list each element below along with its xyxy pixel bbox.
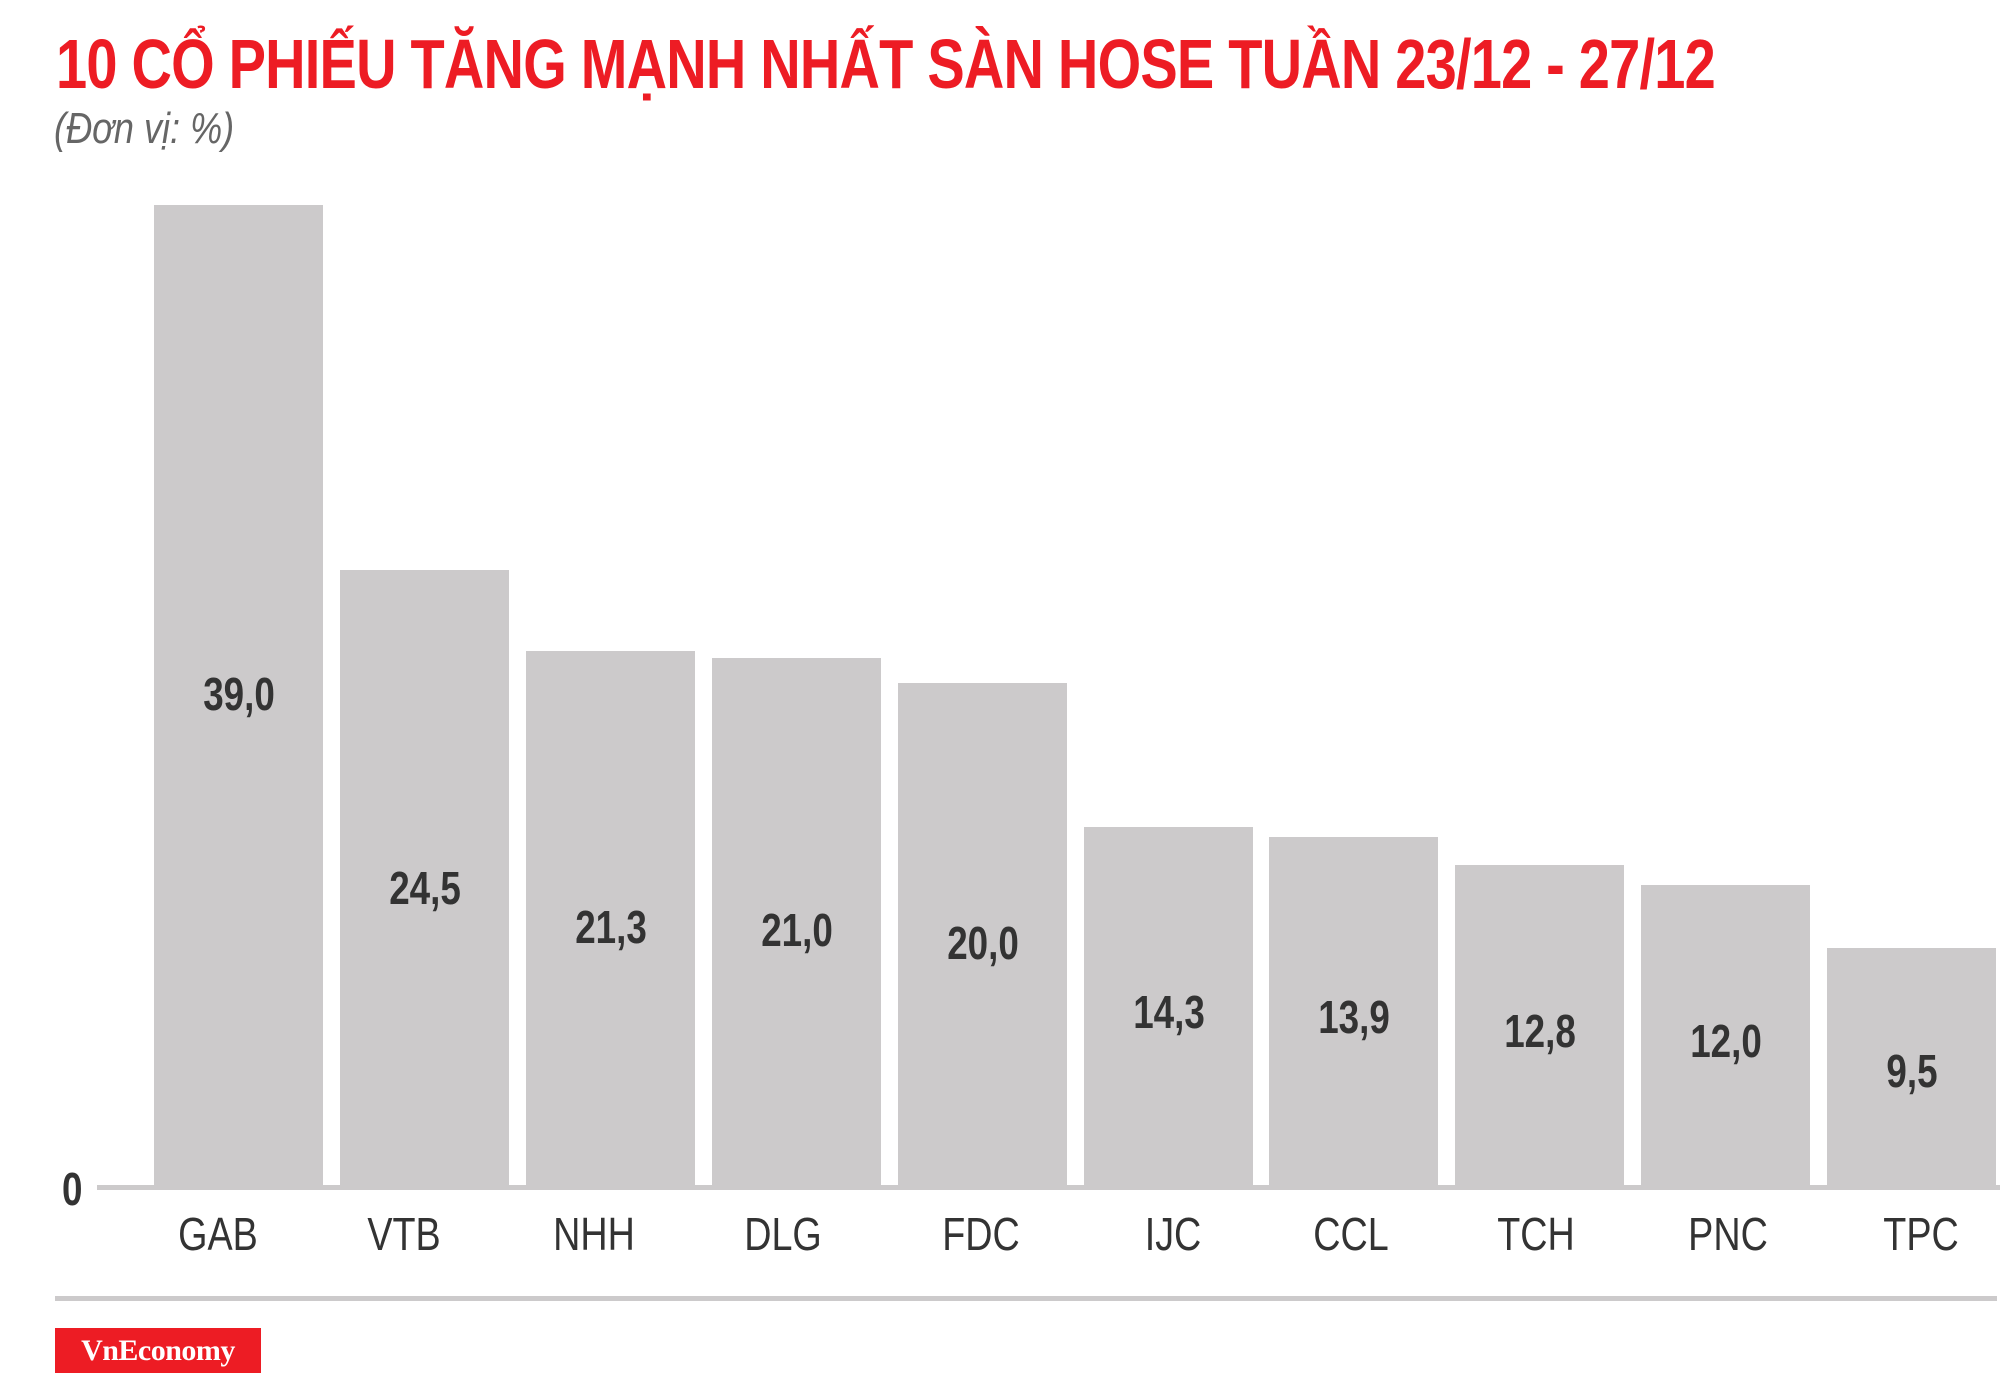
bar-pnc [1641,885,1810,1185]
bar-value-label: 9,5 [1885,1045,1938,1097]
x-axis-category-label: TCH [1496,1208,1575,1260]
x-axis-category-label: TPC [1882,1208,1959,1260]
bar-vtb [340,570,509,1185]
x-axis-category-label: DLG [743,1208,822,1260]
x-axis-category-label: PNC [1687,1208,1768,1260]
bar-value-label: 14,3 [1132,986,1205,1038]
x-axis-category-label: GAB [177,1208,258,1260]
bar-ccl [1269,837,1438,1185]
bar-gab [154,205,323,1185]
bar-value-label: 13,9 [1317,991,1390,1043]
x-axis-category-label: FDC [941,1208,1020,1260]
bar-value-label: 21,0 [760,904,833,956]
chart-title: 10 CỔ PHIẾU TĂNG MẠNH NHẤT SÀN HOSE TUẦN… [56,25,1716,103]
x-axis-category-label: CCL [1312,1208,1389,1260]
y-axis-zero-label: 0 [62,1163,83,1215]
bar-tch [1455,865,1624,1185]
bar-value-label: 24,5 [388,862,461,914]
bar-ijc [1084,827,1253,1185]
bar-value-label: 12,8 [1503,1005,1576,1057]
x-axis-category-label: VTB [366,1208,441,1260]
chart-unit-subtitle: (Đơn vị: %) [54,104,235,153]
x-axis-baseline [97,1185,2000,1190]
bar-fdc [898,683,1067,1185]
footer-divider [55,1296,1997,1301]
x-axis-category-label: NHH [552,1208,635,1260]
x-axis-category-label: IJC [1144,1208,1201,1260]
bar-tpc [1827,948,1996,1185]
vneconomy-logo: VnEconomy [55,1328,261,1373]
bar-value-label: 20,0 [946,917,1019,969]
bar-dlg [712,658,881,1185]
bar-nhh [526,651,695,1185]
bar-value-label: 12,0 [1689,1015,1762,1067]
bar-value-label: 39,0 [202,668,275,720]
bar-value-label: 21,3 [574,901,647,953]
